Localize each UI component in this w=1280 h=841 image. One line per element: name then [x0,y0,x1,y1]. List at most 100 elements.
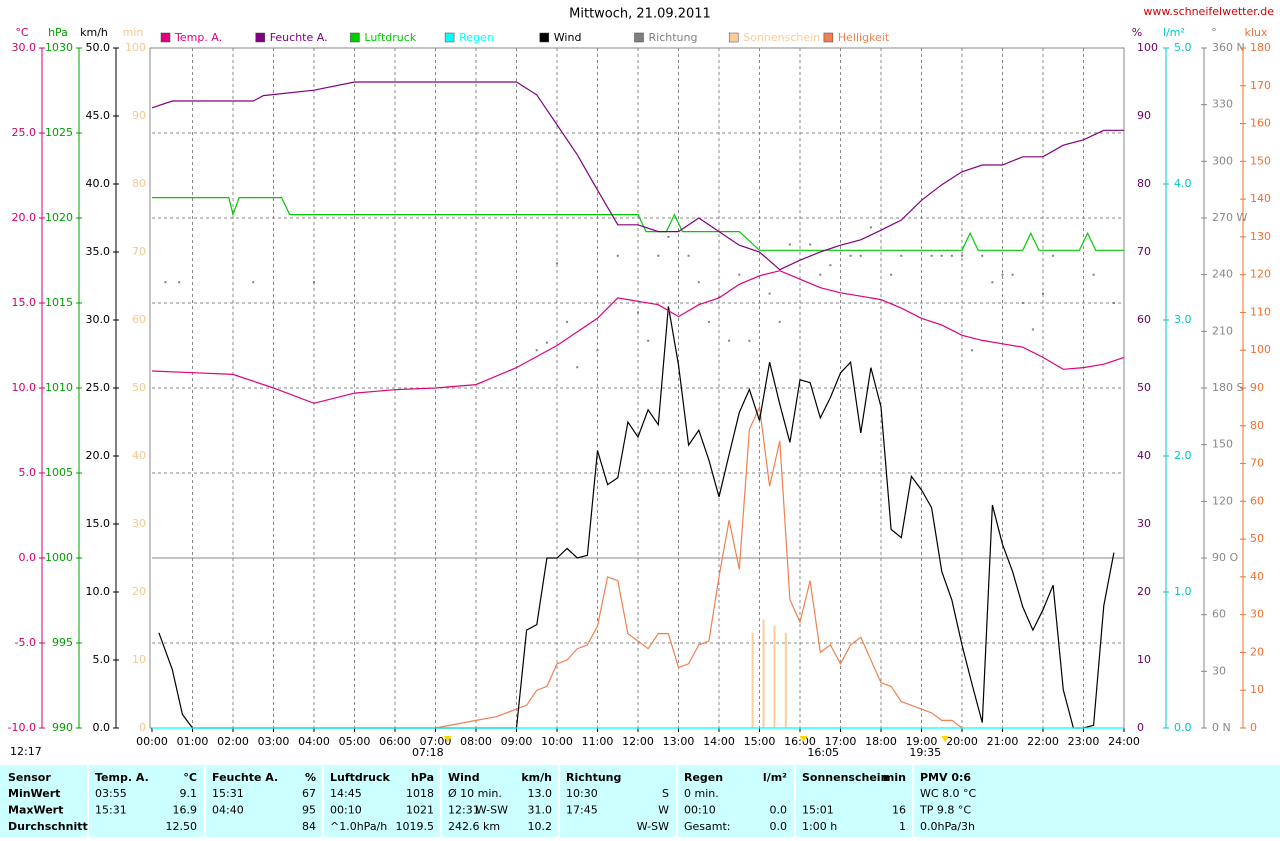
table-cell: 1:00 h [802,820,837,833]
table-cell: TP 9.8 °C [919,804,971,817]
y-tick-label: 1010 [45,381,73,394]
table-cell: 0 min. [684,787,719,800]
direction-dot [545,341,548,344]
y-tick-label: 50.0 [86,41,111,54]
table-cell: 95 [302,804,316,817]
table-cell: 15:31 [212,787,244,800]
chart-title: Mittwoch, 21.09.2011 [569,7,711,22]
table-cell: Wind [448,771,480,784]
legend-swatch [539,32,550,43]
table-cell: 0.0 [770,804,788,817]
y-tick-label: 30 [1250,608,1264,621]
direction-dot [849,254,852,257]
direction-dot [687,254,690,257]
table-cell: 242.6 km [448,820,500,833]
y-tick-label: 3.0 [1174,313,1192,326]
table-cell: W-SW [637,820,669,833]
axis-unit: ° [1211,26,1217,39]
y-tick-label: 0 [139,721,146,734]
legend-swatch [350,32,360,43]
y-tick-label: 20 [1137,585,1151,598]
y-tick-label: 0 [1250,721,1257,734]
table-cell: 1021 [406,804,434,817]
table-cell: 14:45 [330,787,362,800]
y-tick-label: 40 [132,449,146,462]
y-tick-label: 180 S [1212,381,1243,394]
direction-dot [900,254,903,257]
x-tick-label: 09:00 [501,735,533,748]
direction-dot [971,349,974,352]
direction-dot [1021,302,1024,304]
y-tick-label: 70 [1137,245,1151,258]
y-tick-label: 30 [1137,517,1151,530]
y-tick-label: 160 [1250,117,1271,130]
direction-dot [728,339,731,342]
y-tick-label: 4.0 [1174,177,1192,190]
direction-dot [991,281,994,284]
table-cell: W-SW [476,804,508,817]
direction-dot [178,281,181,284]
table-cell: Ø 10 min. [448,787,502,800]
y-tick-label: 60 [1212,608,1226,621]
table-cell: Regen [684,771,723,784]
legend-label: Luftdruck [364,31,416,44]
table-cell: 04:40 [212,804,244,817]
y-tick-label: 0 N [1212,721,1231,734]
y-tick-label: 80 [1137,177,1151,190]
y-tick-label: 1.0 [1174,585,1192,598]
axis-unit: % [1132,26,1142,39]
legend-swatch [728,32,739,43]
y-tick-label: 30 [132,517,146,530]
y-tick-label: 90 [132,109,146,122]
y-tick-label: 0 [1137,721,1144,734]
table-cell: W [658,804,669,817]
table-cell: Sonnenschein [802,771,888,784]
legend-swatch [444,32,455,43]
x-tick-label: 03:00 [258,735,290,748]
table-cell: 84 [302,820,316,833]
x-tick-label: 15:00 [744,735,776,748]
direction-dot [667,235,670,238]
legend-swatch [823,32,834,43]
y-tick-label: 1020 [45,211,73,224]
y-tick-label: 60 [1250,494,1264,507]
table-cell: 10.2 [528,820,553,833]
summary-table: Sensor Temp. A. °C Feuchte A.% Luftdruck hPa W… [8,765,977,837]
y-tick-label: 1000 [45,551,73,564]
source-link: www.schneifelwetter.de [1143,5,1274,18]
table-cell: S [662,787,669,800]
direction-dot [535,349,538,352]
x-tick-label: 13:00 [663,735,695,748]
legend-swatch [160,32,171,43]
direction-dot [556,262,558,265]
legend-label: Sonnenschein [743,31,820,44]
direction-dot [697,281,700,284]
direction-dot [940,254,943,257]
y-tick-label: 170 [1250,79,1271,92]
y-tick-label: 10.0 [12,381,37,394]
y-tick-label: 30.0 [86,313,111,326]
direction-dot [1011,273,1014,276]
direction-dot [819,273,822,276]
table-cell: Feuchte A. [212,771,278,784]
y-tick-label: 180 [1250,41,1271,54]
y-tick-label: 15.0 [12,296,37,309]
direction-dot [596,349,599,352]
direction-dot [930,254,933,257]
direction-dot [637,311,639,314]
table-cell: Richtung [566,771,621,784]
direction-dot [829,264,832,267]
y-tick-label: 25.0 [86,381,111,394]
y-tick-label: 35.0 [86,245,111,258]
y-tick-label: 15.0 [86,517,111,530]
y-tick-label: 25.0 [12,126,37,139]
y-tick-label: 90 [1250,381,1264,394]
table-cell: WC 8.0 °C [920,787,977,800]
series-line [152,197,1124,251]
direction-dot [809,243,812,246]
x-tick-label: 14:00 [703,735,735,748]
direction-dot [1031,328,1034,331]
table-cell: 17:45 [566,804,598,817]
y-tick-label: 270 W [1212,211,1247,224]
y-tick-label: 120 [1250,268,1271,281]
